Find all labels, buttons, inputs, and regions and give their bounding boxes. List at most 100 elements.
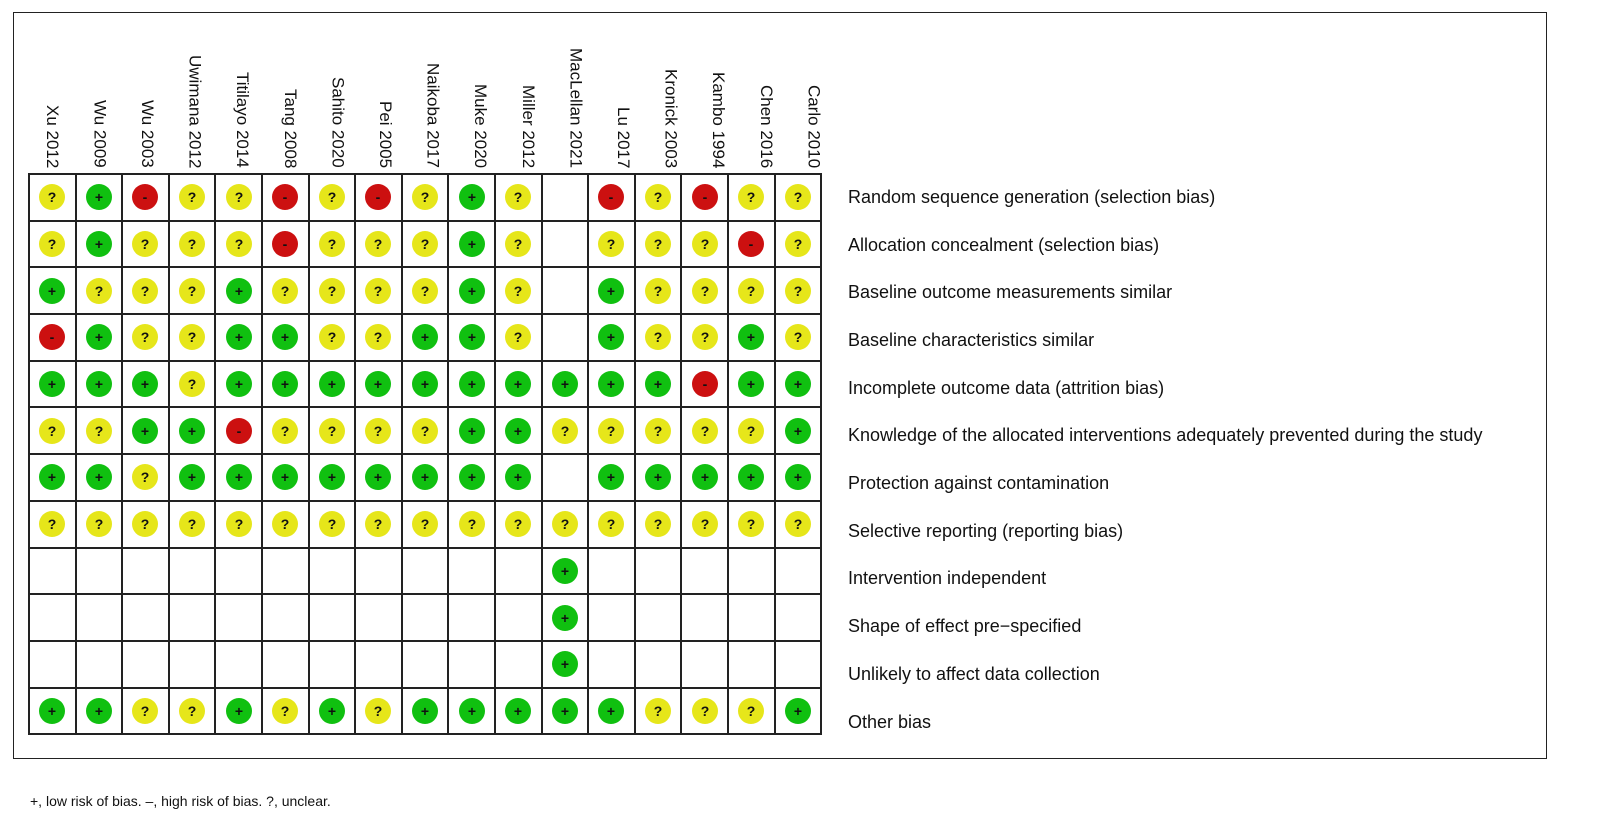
- rating-dot: [272, 231, 299, 258]
- rating-dot: [85, 184, 112, 211]
- rating-dot: [39, 371, 66, 398]
- rating-dot: [738, 277, 765, 304]
- rating-dot: [179, 464, 206, 491]
- rating-symbol: ?: [654, 329, 663, 345]
- rating-dot: [551, 511, 578, 538]
- rating-symbol: ?: [654, 189, 663, 205]
- rating-symbol: ?: [281, 516, 290, 532]
- rating-cell: [540, 219, 590, 269]
- rating-cell: +: [260, 453, 310, 502]
- rating-cell: +: [447, 453, 496, 502]
- rating-dot: [412, 324, 439, 351]
- rating-cell: ?: [680, 313, 729, 362]
- rating-cell: ?: [307, 406, 357, 456]
- rating-cell: ?: [773, 173, 823, 222]
- domain-label: Random sequence generation (selection bi…: [848, 186, 1216, 207]
- rating-symbol: ?: [654, 283, 663, 299]
- domain-label: Other bias: [848, 711, 932, 732]
- unclear-risk-icon: ?: [412, 184, 439, 211]
- rating-dot: [365, 231, 392, 258]
- rating-cell: ?: [587, 219, 636, 269]
- rating-cell: +: [74, 173, 124, 222]
- rating-cell: +: [587, 686, 636, 736]
- rating-symbol: +: [654, 469, 662, 485]
- rating-symbol: ?: [794, 329, 803, 345]
- rating-symbol: ?: [374, 236, 383, 252]
- rating-symbol: +: [607, 703, 615, 719]
- unclear-risk-icon: ?: [272, 697, 299, 724]
- rating-symbol: ?: [141, 329, 150, 345]
- rating-cell: ?: [587, 499, 636, 549]
- study-header: Chen 2016: [742, 22, 790, 168]
- rating-symbol: +: [794, 423, 802, 439]
- rating-cell: +: [121, 406, 170, 456]
- rating-symbol: ?: [48, 516, 57, 532]
- rating-dot: [365, 324, 392, 351]
- low-risk-icon: +: [365, 464, 392, 491]
- rating-symbol: +: [235, 376, 243, 392]
- rating-cell: +: [726, 313, 776, 362]
- study-header: Kambo 1994: [694, 22, 742, 168]
- rating-cell: [121, 546, 170, 596]
- rating-symbol: ?: [747, 189, 756, 205]
- rating-dot: [505, 464, 532, 491]
- rating-symbol: ?: [747, 283, 756, 299]
- domain-label: Selective reporting (reporting bias): [848, 520, 1124, 541]
- rating-cell: +: [773, 686, 823, 736]
- rating-cell: [633, 639, 683, 689]
- rating-symbol: -: [143, 189, 148, 205]
- study-header: Miller 2012: [504, 22, 552, 168]
- rating-cell: ?: [680, 406, 729, 456]
- rating-cell: ?: [74, 266, 124, 316]
- rating-dot: [179, 511, 206, 538]
- low-risk-icon: +: [598, 697, 625, 724]
- low-risk-icon: +: [551, 651, 578, 678]
- rating-symbol: ?: [328, 423, 337, 439]
- rating-cell: +: [74, 219, 124, 269]
- rating-cell: +: [214, 313, 263, 362]
- rating-cell: [400, 593, 450, 642]
- domain-label: Knowledge of the allocated interventions…: [848, 425, 1483, 446]
- rating-symbol: ?: [700, 236, 709, 252]
- rating-cell: [214, 546, 263, 596]
- unclear-risk-icon: ?: [458, 511, 485, 538]
- rating-cell: +: [447, 406, 496, 456]
- unclear-risk-icon: ?: [132, 697, 159, 724]
- rating-dot: [598, 324, 625, 351]
- unclear-risk-icon: ?: [132, 231, 159, 258]
- low-risk-icon: +: [598, 324, 625, 351]
- domain-row: - +?? + +?? + +? +?? +?: [28, 313, 823, 362]
- rating-dot: [458, 324, 485, 351]
- rating-cell: ?: [28, 173, 77, 222]
- rating-symbol: +: [561, 563, 569, 579]
- rating-symbol: ?: [421, 236, 430, 252]
- rating-dot: [225, 697, 252, 724]
- rating-dot: [132, 231, 159, 258]
- rating-dot: [598, 417, 625, 444]
- rating-symbol: ?: [421, 516, 430, 532]
- rating-cell: ?: [773, 219, 823, 269]
- rating-symbol: ?: [95, 423, 104, 439]
- rating-cell: +: [28, 453, 77, 502]
- rating-cell: [447, 639, 496, 689]
- rating-symbol: +: [794, 469, 802, 485]
- rating-dot: [272, 511, 299, 538]
- rating-symbol: ?: [654, 703, 663, 719]
- rating-dot: [318, 371, 345, 398]
- high-risk-icon: -: [225, 417, 252, 444]
- rating-symbol: ?: [794, 516, 803, 532]
- unclear-risk-icon: ?: [179, 231, 206, 258]
- rating-symbol: +: [794, 376, 802, 392]
- rating-cell: [493, 639, 543, 689]
- rating-cell: +: [493, 453, 543, 502]
- rating-symbol: +: [468, 703, 476, 719]
- rating-cell: ?: [354, 406, 403, 456]
- rating-dot: [458, 417, 485, 444]
- rating-dot: [784, 511, 811, 538]
- footnote: +, low risk of bias. –, high risk of bia…: [30, 793, 331, 809]
- low-risk-icon: +: [179, 417, 206, 444]
- rating-cell: [726, 546, 776, 596]
- rating-cell: +: [726, 453, 776, 502]
- rating-symbol: ?: [281, 703, 290, 719]
- high-risk-icon: -: [272, 231, 299, 258]
